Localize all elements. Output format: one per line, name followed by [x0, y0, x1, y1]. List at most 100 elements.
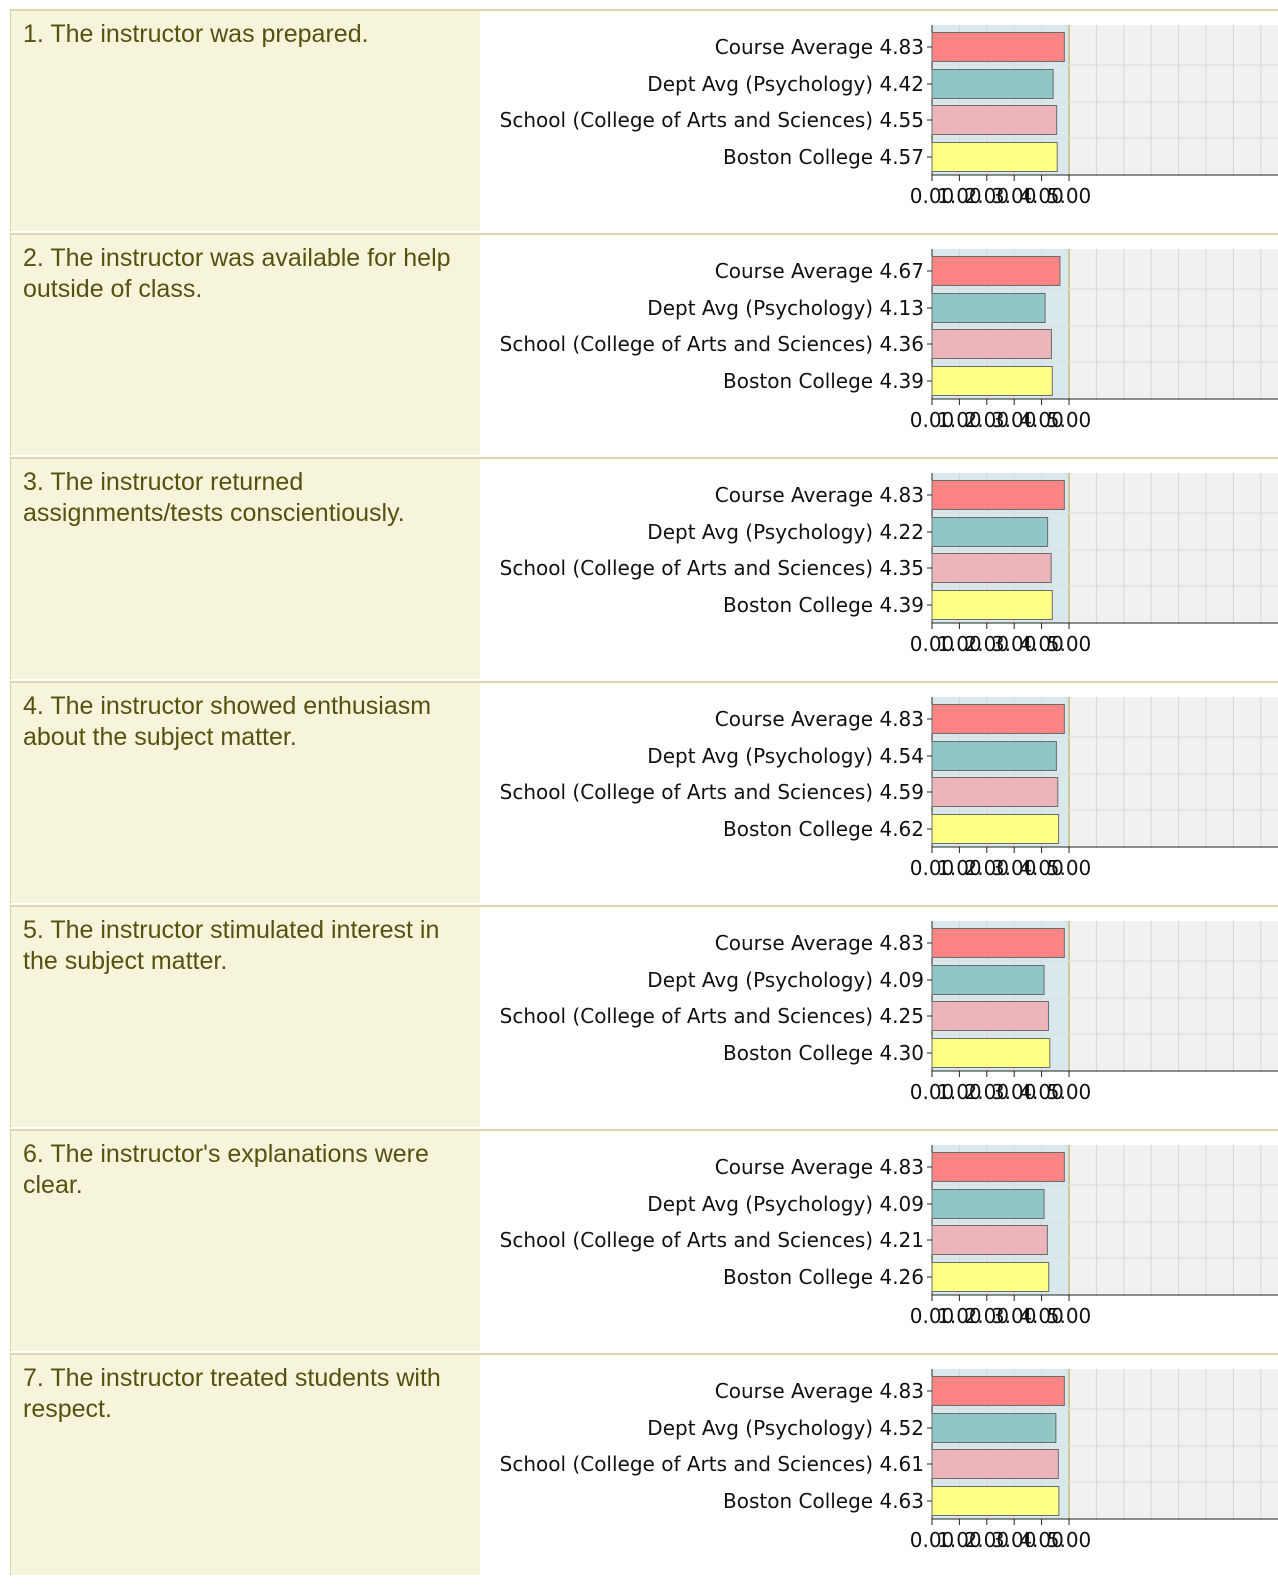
x-tick-label: 2.00	[965, 1304, 1010, 1328]
question-text: 5. The instructor stimulated interest in…	[23, 916, 440, 975]
category-label: Boston College 4.62	[723, 817, 924, 841]
bar	[931, 1038, 1051, 1068]
bar	[931, 965, 1045, 995]
category-label: School (College of Arts and Sciences) 4.…	[500, 108, 924, 132]
question-row: 7. The instructor treated students with …	[10, 1353, 1278, 1577]
category-label: Course Average 4.83	[715, 1155, 924, 1179]
x-tick-label: 4.00	[1019, 632, 1064, 656]
x-tick-label: 0.00	[910, 184, 955, 208]
bar	[931, 32, 1065, 62]
question-text: 4. The instructor showed enthusiasm abou…	[23, 692, 432, 751]
category-label: Course Average 4.83	[715, 931, 924, 955]
category-label: Course Average 4.67	[715, 259, 924, 283]
x-tick-label: 0.00	[910, 408, 955, 432]
x-tick-label: 3.00	[992, 1080, 1037, 1104]
x-tick-label: 4.00	[1019, 184, 1064, 208]
category-label: School (College of Arts and Sciences) 4.…	[500, 1228, 924, 1252]
category-label: Dept Avg (Psychology) 4.22	[647, 520, 924, 544]
question-cell: 6. The instructor's explanations were cl…	[10, 1129, 480, 1351]
x-tick-label: 5.00	[1047, 184, 1092, 208]
category-label: Dept Avg (Psychology) 4.13	[647, 296, 924, 320]
bar	[931, 517, 1049, 547]
x-tick-label: 4.00	[1019, 1528, 1064, 1552]
bar	[931, 1486, 1060, 1516]
bar	[931, 741, 1057, 771]
x-tick-label: 3.00	[992, 632, 1037, 656]
x-tick-label: 5.00	[1047, 1304, 1092, 1328]
question-text: 7. The instructor treated students with …	[23, 1364, 441, 1423]
x-tick-label: 0.00	[910, 632, 955, 656]
x-tick-label: 3.00	[992, 1304, 1037, 1328]
question-cell: 5. The instructor stimulated interest in…	[10, 905, 480, 1127]
x-tick-label: 4.00	[1019, 1304, 1064, 1328]
question-row: 4. The instructor showed enthusiasm abou…	[10, 681, 1278, 905]
question-text: 1. The instructor was prepared.	[23, 20, 369, 48]
x-tick-label: 2.00	[965, 184, 1010, 208]
category-label: Boston College 4.26	[723, 1265, 924, 1289]
category-label: Course Average 4.83	[715, 35, 924, 59]
question-text: 2. The instructor was available for help…	[23, 244, 451, 303]
category-label: Dept Avg (Psychology) 4.52	[647, 1416, 924, 1440]
chart-cell: Course Average 4.83 Dept Avg (Psychology)…	[480, 1353, 1278, 1575]
category-label: Dept Avg (Psychology) 4.09	[647, 1192, 924, 1216]
question-text: 6. The instructor's explanations were cl…	[23, 1140, 429, 1199]
x-tick-label: 1.00	[937, 408, 982, 432]
chart-cell: Course Average 4.83 Dept Avg (Psychology)…	[480, 1129, 1278, 1351]
question-row: 5. The instructor stimulated interest in…	[10, 905, 1278, 1129]
x-tick-label: 3.00	[992, 856, 1037, 880]
category-label: Dept Avg (Psychology) 4.54	[647, 744, 924, 768]
bar	[931, 814, 1060, 844]
question-cell: 3. The instructor returned assignments/t…	[10, 457, 480, 679]
plot-area-outside	[1069, 921, 1278, 1071]
category-label: School (College of Arts and Sciences) 4.…	[500, 556, 924, 580]
evaluation-report: 1. The instructor was prepared. Course Av…	[10, 9, 1278, 1577]
plot-area-outside	[1069, 473, 1278, 623]
bar	[931, 1413, 1057, 1443]
category-label: School (College of Arts and Sciences) 4.…	[500, 1004, 924, 1028]
category-label: School (College of Arts and Sciences) 4.…	[500, 1452, 924, 1476]
category-label: Course Average 4.83	[715, 1379, 924, 1403]
x-tick-label: 4.00	[1019, 856, 1064, 880]
bar	[931, 480, 1065, 510]
x-tick-label: 5.00	[1047, 1528, 1092, 1552]
chart-cell: Course Average 4.67 Dept Avg (Psychology)…	[480, 233, 1278, 455]
question-cell: 7. The instructor treated students with …	[10, 1353, 480, 1575]
category-label: Boston College 4.39	[723, 369, 924, 393]
x-tick-label: 5.00	[1047, 632, 1092, 656]
x-tick-label: 0.00	[910, 1528, 955, 1552]
bar-chart: Course Average 4.67 Dept Avg (Psychology)…	[500, 249, 1278, 432]
chart-cell: Course Average 4.83 Dept Avg (Psychology)…	[480, 9, 1278, 231]
x-tick-label: 1.00	[937, 632, 982, 656]
category-label: Course Average 4.83	[715, 483, 924, 507]
plot-area-outside	[1069, 1145, 1278, 1295]
bar	[931, 704, 1065, 734]
bar-chart: Course Average 4.83 Dept Avg (Psychology)…	[500, 921, 1278, 1104]
bar	[931, 1225, 1048, 1255]
x-tick-label: 0.00	[910, 1304, 955, 1328]
x-tick-label: 0.00	[910, 856, 955, 880]
category-label: Boston College 4.30	[723, 1041, 924, 1065]
category-label: School (College of Arts and Sciences) 4.…	[500, 780, 924, 804]
bar-chart: Course Average 4.83 Dept Avg (Psychology)…	[500, 1145, 1278, 1328]
bar	[931, 553, 1052, 583]
question-row: 3. The instructor returned assignments/t…	[10, 457, 1278, 681]
x-tick-label: 1.00	[937, 856, 982, 880]
x-tick-label: 1.00	[937, 1080, 982, 1104]
category-label: Boston College 4.57	[723, 145, 924, 169]
bar	[931, 1189, 1045, 1219]
plot-area-outside	[1069, 25, 1278, 175]
category-label: Course Average 4.83	[715, 707, 924, 731]
bar	[931, 777, 1059, 807]
chart-cell: Course Average 4.83 Dept Avg (Psychology)…	[480, 905, 1278, 1127]
bar	[931, 590, 1053, 620]
plot-area-outside	[1069, 1369, 1278, 1519]
x-tick-label: 3.00	[992, 184, 1037, 208]
bar	[931, 293, 1046, 323]
x-tick-label: 2.00	[965, 632, 1010, 656]
bar-chart: Course Average 4.83 Dept Avg (Psychology)…	[500, 473, 1278, 656]
bar	[931, 366, 1053, 396]
bar-chart: Course Average 4.83 Dept Avg (Psychology)…	[500, 1369, 1278, 1552]
bar-chart: Course Average 4.83 Dept Avg (Psychology)…	[500, 25, 1278, 208]
chart-cell: Course Average 4.83 Dept Avg (Psychology)…	[480, 457, 1278, 679]
x-tick-label: 2.00	[965, 856, 1010, 880]
